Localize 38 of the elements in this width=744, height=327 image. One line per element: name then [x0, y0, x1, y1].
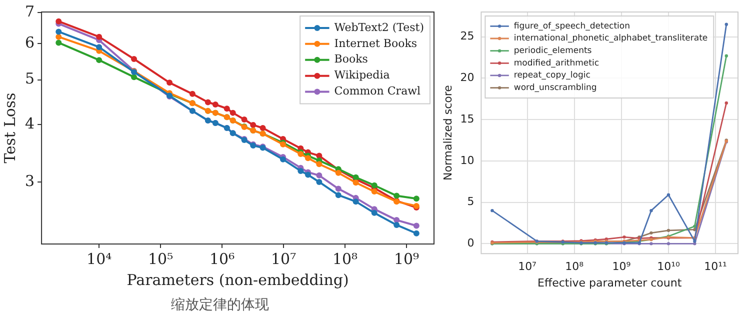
y-axis-title: Test Loss: [0, 92, 19, 164]
legend-label: modified_arithmetic: [514, 58, 600, 68]
y-tick-label: 5: [467, 195, 474, 208]
x-tick-label: 10⁵: [148, 250, 174, 268]
y-tick-label: 0: [467, 236, 474, 250]
legend-label: Common Crawl: [334, 84, 422, 98]
x-tick-label: 10⁸: [565, 260, 584, 274]
legend-label: repeat_copy_logic: [514, 70, 591, 81]
y-tick-label: 25: [460, 30, 474, 43]
x-tick-label: 10⁸: [332, 250, 358, 268]
x-axis-title: Parameters (non-embedding): [126, 270, 349, 289]
x-axis-title: Effective parameter count: [538, 276, 682, 290]
x-tick-label: 10¹⁰: [657, 260, 680, 274]
legend-label: international_phonetic_alphabet_transliterate: [514, 34, 708, 44]
legend-label: word_unscrambling: [514, 82, 597, 93]
x-tick-label: 10⁶: [209, 250, 235, 268]
x-tick-label: 10⁷: [518, 260, 536, 274]
y-tick-label: 20: [460, 71, 474, 84]
y-tick-label: 3: [24, 172, 35, 190]
y-tick-label: 5: [24, 70, 35, 88]
x-tick-label: 10⁴: [86, 250, 112, 268]
legend-label: WebText2 (Test): [334, 20, 424, 34]
x-tick-label: 10⁷: [270, 250, 296, 268]
legend-label: Books: [334, 52, 368, 66]
legend-label: figure_of_speech_detection: [514, 21, 630, 32]
y-tick-label: 15: [460, 112, 474, 126]
y-tick-label: 7: [24, 2, 35, 20]
y-tick-label: 10: [460, 154, 474, 167]
x-tick-label: 10⁹: [394, 250, 420, 268]
y-tick-label: 6: [24, 33, 35, 52]
text: 缩放定律的体现: [170, 296, 270, 314]
legend-label: periodic_elements: [514, 46, 592, 56]
y-axis-title: Normalized score: [441, 84, 454, 181]
legend-label: Wikipedia: [334, 68, 390, 82]
x-tick-label: 10¹¹: [704, 260, 727, 274]
x-tick-label: 10⁹: [612, 260, 631, 274]
y-tick-label: 4: [24, 114, 35, 132]
legend-label: Internet Books: [334, 36, 418, 50]
